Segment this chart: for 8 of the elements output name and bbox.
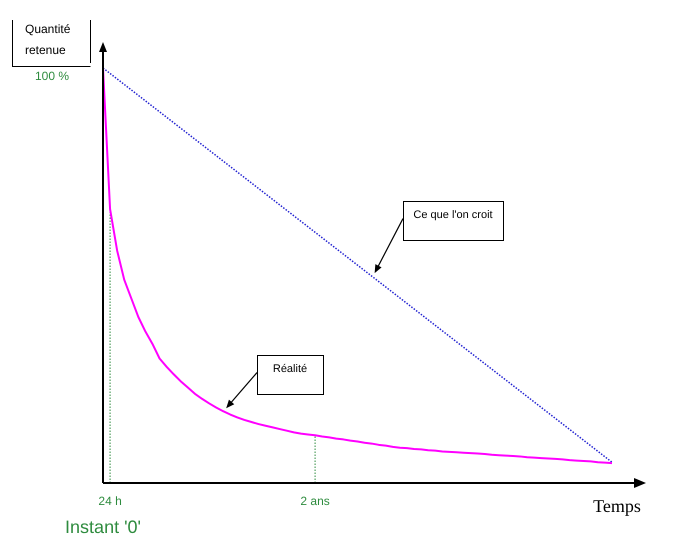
annotation: Réalité bbox=[272, 363, 308, 375]
text: 100 % bbox=[34, 69, 70, 83]
y-axis-title: Quantité retenue bbox=[25, 22, 71, 57]
x-tick-label: 2 ans bbox=[300, 494, 330, 508]
x-tick-label: Instant '0' bbox=[65, 517, 141, 537]
x-axis-title: Temps bbox=[593, 496, 641, 516]
annotation: Ce que l'on croit bbox=[413, 209, 493, 221]
x-tick-label: 24 h bbox=[98, 494, 122, 508]
